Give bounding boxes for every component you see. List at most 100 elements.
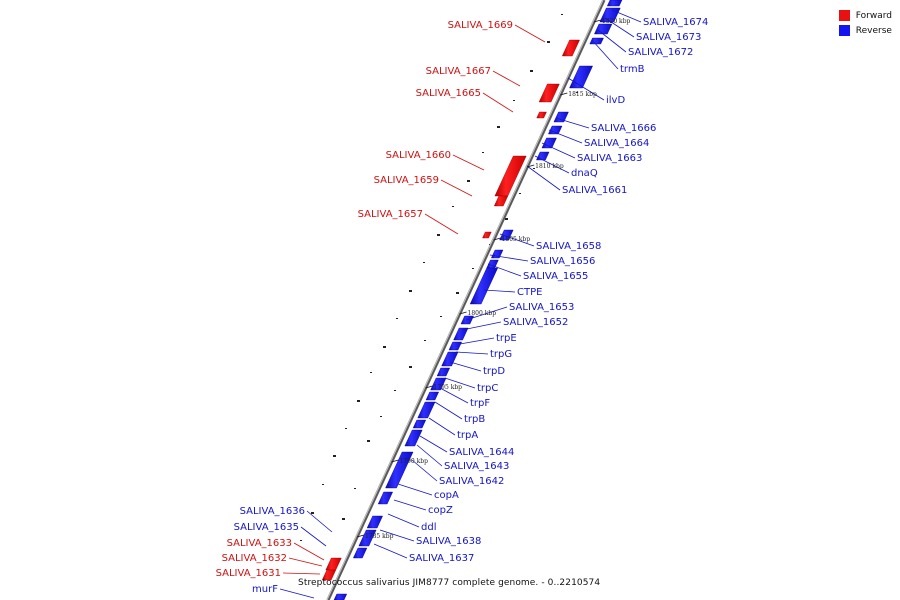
gene-label-forward[interactable]: SALIVA_1660 <box>386 150 451 161</box>
leader-line <box>379 529 415 542</box>
gene-label-reverse[interactable]: SALIVA_1664 <box>584 138 649 149</box>
scale-tick-label: 1795 kbp <box>434 384 463 391</box>
reverse-gene-block[interactable] <box>412 419 427 429</box>
gene-label-reverse[interactable]: SALIVA_1643 <box>444 461 509 472</box>
reverse-gene-block[interactable] <box>404 429 423 447</box>
gene-label-reverse[interactable]: SALIVA_1663 <box>577 153 642 164</box>
leader-line <box>282 572 321 575</box>
reverse-gene-block[interactable] <box>499 229 514 241</box>
gene-label-reverse[interactable]: SALIVA_1674 <box>643 17 708 28</box>
forward-gene-block[interactable] <box>536 111 547 119</box>
gene-label-reverse[interactable]: copZ <box>428 505 453 516</box>
leader-line <box>373 543 408 559</box>
gene-label-reverse[interactable]: trpA <box>457 430 478 441</box>
gene-label-reverse[interactable]: SALIVA_1673 <box>636 32 701 43</box>
gene-label-reverse[interactable]: trpD <box>483 366 505 377</box>
feature-dot <box>409 290 412 292</box>
genome-caption: Streptococcus salivarius JIM8777 complet… <box>298 578 601 588</box>
gene-label-forward[interactable]: SALIVA_1631 <box>216 568 281 579</box>
gene-label-reverse[interactable]: ilvD <box>606 95 625 106</box>
reverse-gene-block[interactable] <box>385 451 414 489</box>
leader-line <box>416 444 443 467</box>
gene-label-reverse[interactable]: SALIVA_1635 <box>234 522 299 533</box>
gene-label-reverse[interactable]: SALIVA_1637 <box>409 553 474 564</box>
gene-label-reverse[interactable]: copA <box>434 490 459 501</box>
scale-tick-label: 1820 kbp <box>602 18 631 25</box>
gene-label-forward[interactable]: SALIVA_1632 <box>222 553 287 564</box>
forward-gene-block[interactable] <box>325 557 342 571</box>
gene-label-reverse[interactable]: SALIVA_1656 <box>530 256 595 267</box>
gene-label-reverse[interactable]: CTPE <box>517 287 542 298</box>
gene-label-reverse[interactable]: trpC <box>477 383 498 394</box>
gene-label-forward[interactable]: SALIVA_1633 <box>227 538 292 549</box>
gene-label-reverse[interactable]: SALIVA_1652 <box>503 317 568 328</box>
gene-label-reverse[interactable]: murF <box>252 584 278 595</box>
scale-tick <box>391 459 399 463</box>
gene-label-reverse[interactable]: SALIVA_1638 <box>416 536 481 547</box>
backbone-line <box>326 0 606 600</box>
leader-line <box>279 588 315 599</box>
gene-label-reverse[interactable]: SALIVA_1658 <box>536 241 601 252</box>
gene-label-reverse[interactable]: trpB <box>464 414 485 425</box>
reverse-gene-block[interactable] <box>441 351 459 367</box>
gene-label-reverse[interactable]: trpG <box>490 349 512 360</box>
gene-label-reverse[interactable]: SALIVA_1666 <box>591 123 656 134</box>
gene-label-reverse[interactable]: trmB <box>620 64 645 75</box>
reverse-gene-block[interactable] <box>333 593 348 600</box>
gene-label-reverse[interactable]: trpF <box>470 398 490 409</box>
reverse-gene-block[interactable] <box>377 491 393 505</box>
reverse-gene-block[interactable] <box>606 0 623 7</box>
gene-label-reverse[interactable]: SALIVA_1655 <box>523 271 588 282</box>
legend: Forward Reverse <box>838 8 892 38</box>
reverse-gene-block[interactable] <box>536 151 550 161</box>
gene-label-forward[interactable]: SALIVA_1659 <box>374 175 439 186</box>
reverse-gene-block[interactable] <box>589 37 604 45</box>
gene-label-reverse[interactable]: SALIVA_1653 <box>509 302 574 313</box>
reverse-gene-block[interactable] <box>541 137 557 149</box>
forward-gene-block[interactable] <box>493 195 509 207</box>
feature-dot <box>357 400 360 402</box>
leader-line <box>455 351 489 355</box>
leader-line <box>449 361 482 372</box>
feature-dot <box>505 218 508 220</box>
forward-gene-block[interactable] <box>538 83 560 103</box>
gene-label-reverse[interactable]: SALIVA_1672 <box>628 47 693 58</box>
gene-label-reverse[interactable]: SALIVA_1644 <box>449 447 514 458</box>
leader-line <box>465 306 508 321</box>
reverse-gene-block[interactable] <box>594 23 613 35</box>
leader-line <box>411 459 438 482</box>
gene-label-reverse[interactable]: dnaQ <box>571 168 598 179</box>
gene-label-reverse[interactable]: trpE <box>496 333 517 344</box>
leader-line <box>534 155 570 174</box>
gene-label-reverse[interactable]: SALIVA_1661 <box>562 185 627 196</box>
leader-line <box>483 289 516 293</box>
reverse-gene-block[interactable] <box>425 391 439 401</box>
forward-gene-block[interactable] <box>561 39 580 57</box>
gene-labels: SALIVA_1674 SALIVA_1673 SALIVA_1672 trmB ilv… <box>216 17 709 595</box>
feature-dot <box>440 316 442 317</box>
gene-label-forward[interactable]: SALIVA_1657 <box>358 209 423 220</box>
gene-label-forward[interactable]: SALIVA_1665 <box>416 88 481 99</box>
gene-label-forward[interactable]: SALIVA_1669 <box>448 20 513 31</box>
leader-line <box>387 513 420 528</box>
leader-line <box>424 213 459 235</box>
gene-label-reverse[interactable]: SALIVA_1642 <box>439 476 504 487</box>
reverse-gene-block[interactable] <box>366 515 383 529</box>
gene-label-forward[interactable]: SALIVA_1667 <box>426 66 491 77</box>
reverse-gene-block[interactable] <box>448 341 462 351</box>
feature-dot <box>333 455 336 457</box>
reverse-gene-block[interactable] <box>436 367 451 377</box>
feature-dot <box>423 262 425 263</box>
reverse-gene-block[interactable] <box>417 401 436 419</box>
reverse-gene-block[interactable] <box>358 529 377 547</box>
forward-gene-block[interactable] <box>482 231 492 239</box>
forward-gene-block[interactable] <box>321 569 337 581</box>
reverse-gene-block[interactable] <box>353 547 368 559</box>
legend-reverse-label: Reverse <box>855 25 892 36</box>
reverse-gene-block[interactable] <box>553 111 569 123</box>
gene-label-reverse[interactable]: SALIVA_1636 <box>240 506 305 517</box>
gene-label-reverse[interactable]: ddl <box>421 522 436 533</box>
reverse-gene-block[interactable] <box>453 327 469 341</box>
reverse-gene-block[interactable] <box>469 267 499 305</box>
